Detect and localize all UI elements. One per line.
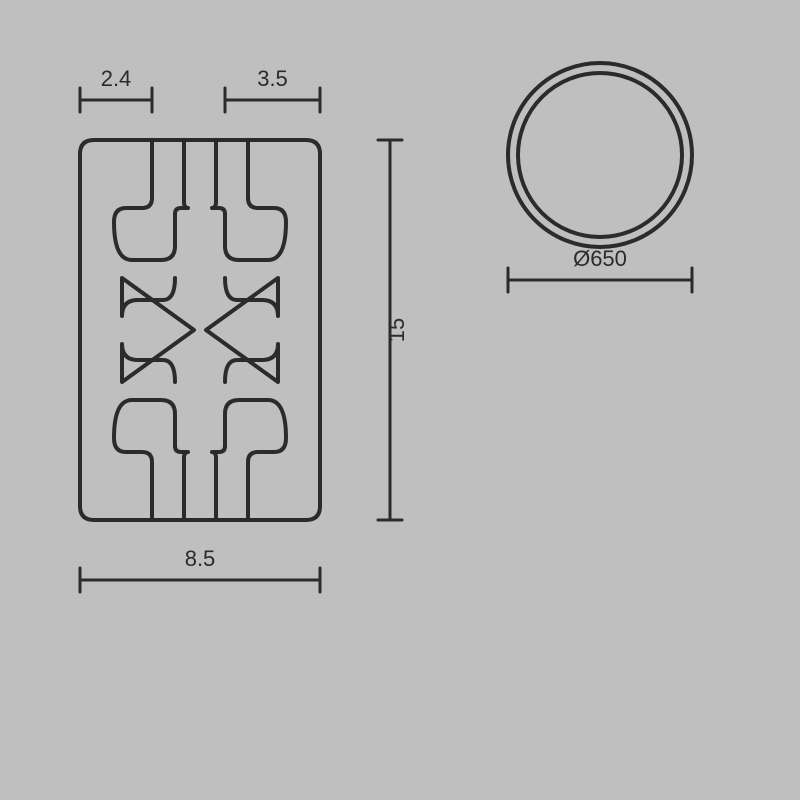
dimension-height-label: 15 — [384, 318, 409, 342]
dimension-top-left-label: 2.4 — [101, 66, 132, 91]
dimension-bottom-label: 8.5 — [185, 546, 216, 571]
dimension-top-right-label: 3.5 — [257, 66, 288, 91]
background — [0, 0, 800, 800]
dimension-diameter-label: Ø650 — [573, 246, 627, 271]
